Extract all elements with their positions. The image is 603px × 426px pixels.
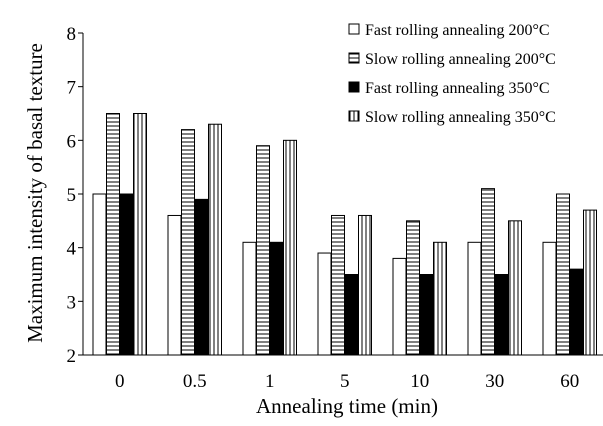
bar-3-10 (419, 274, 434, 356)
legend-label-1: Fast rolling annealing 200°C (365, 22, 550, 39)
bar-1-0 (92, 193, 107, 356)
x-tick-labels: 0 0.5 1 5 10 30 60 (115, 371, 579, 392)
bar-4-5 (358, 214, 372, 356)
bar-4-10 (433, 241, 447, 356)
bar-2-60 (556, 193, 570, 356)
bar-3-1 (269, 241, 284, 356)
bar-4-30 (508, 220, 522, 356)
y-axis-title: Maximum intensity of basal texture (23, 43, 47, 343)
legend-label-2: Slow rolling annealing 200°C (365, 51, 556, 68)
y-tick-label: 3 (67, 292, 77, 313)
y-tick-label: 2 (67, 346, 77, 367)
legend: Fast rolling annealing 200°C Slow rolling… (348, 22, 556, 126)
axes-layer (78, 32, 603, 356)
bar-3-5 (344, 274, 359, 356)
y-tick-label: 6 (67, 131, 77, 152)
bar-4-0 (133, 113, 147, 356)
bar-3-0_5 (194, 198, 209, 356)
x-tick-label: 60 (560, 371, 579, 392)
x-tick-label: 10 (410, 371, 429, 392)
bar-2-1 (256, 145, 270, 356)
bar-1-0_5 (167, 214, 182, 356)
x-tick-label: 1 (265, 371, 275, 392)
bar-1-30 (467, 241, 482, 356)
bar-3-60 (569, 268, 584, 356)
bar-2-5 (331, 214, 345, 356)
y-tick-label: 4 (67, 239, 77, 260)
bars-layer (92, 113, 597, 356)
bar-2-30 (481, 188, 495, 356)
legend-swatch-3 (348, 81, 360, 93)
bar-3-30 (494, 274, 509, 356)
bar-4-1 (283, 139, 297, 356)
bar-2-0 (106, 113, 120, 356)
x-tick-label: 5 (340, 371, 350, 392)
legend-label-4: Slow rolling annealing 350°C (365, 109, 556, 126)
bar-4-0_5 (208, 123, 222, 356)
bar-4-60 (583, 209, 597, 356)
bar-1-10 (392, 257, 407, 356)
x-tick-label: 0.5 (183, 371, 207, 392)
x-tick-label: 30 (485, 371, 504, 392)
legend-swatch-4 (348, 110, 360, 122)
legend-label-3: Fast rolling annealing 350°C (365, 80, 550, 97)
legend-swatch-2 (348, 52, 360, 64)
bar-1-1 (242, 241, 257, 356)
y-tick-labels: 2 3 4 5 6 7 8 (67, 24, 77, 367)
y-tick-label: 7 (67, 78, 77, 99)
x-tick-label: 0 (115, 371, 125, 392)
bar-2-0_5 (181, 129, 195, 356)
y-tick-label: 5 (67, 185, 77, 206)
bar-2-10 (406, 220, 420, 356)
x-axis-title: Annealing time (min) (256, 394, 438, 418)
bar-1-60 (542, 241, 557, 356)
y-tick-label: 8 (67, 24, 77, 45)
legend-swatch-1 (348, 23, 360, 35)
bar-3-0 (119, 193, 134, 356)
bar-1-5 (317, 252, 332, 356)
